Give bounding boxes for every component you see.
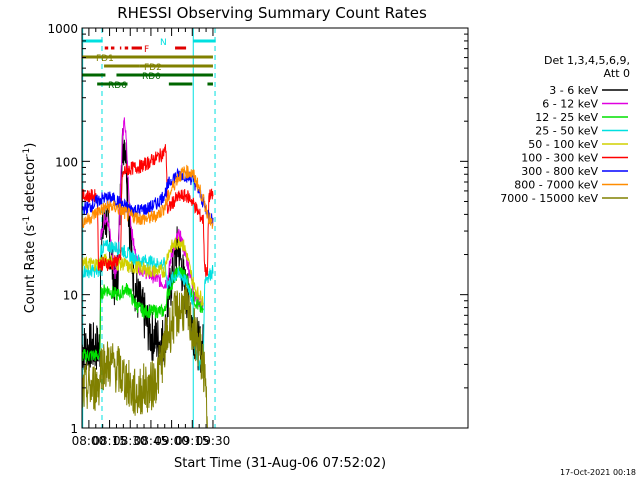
x-tick-label: 08:45	[134, 434, 169, 448]
x-tick-label: 09:30	[196, 434, 231, 448]
legend-header-line-2: Att 0	[604, 67, 630, 80]
status-bar-label: N	[160, 38, 167, 48]
x-tick-label: 09:15	[175, 434, 210, 448]
plot-frame	[81, 27, 469, 429]
series-line	[82, 239, 214, 372]
series-line	[82, 167, 214, 227]
legend-header-line-1: Det 1,3,4,5,6,9,	[544, 54, 630, 67]
legend-label: 3 - 6 keV	[549, 84, 598, 97]
series-line	[82, 236, 204, 307]
y-axis-label: Count Rate (s-1 detector-1)	[22, 143, 38, 314]
series-line	[82, 144, 214, 277]
legend-label: 800 - 7000 keV	[514, 179, 598, 192]
series-line	[82, 265, 204, 363]
y-tick-label: 1	[70, 422, 78, 436]
status-bar-label: F	[144, 45, 149, 55]
y-tick-label: 1000	[47, 22, 78, 36]
x-tick-label: 09:00	[154, 434, 189, 448]
legend-label: 100 - 300 keV	[521, 152, 598, 165]
series-layer	[82, 117, 214, 428]
legend-label: 25 - 50 keV	[535, 125, 598, 138]
legend-label: 50 - 100 keV	[528, 138, 598, 151]
legend-label: 6 - 12 keV	[542, 98, 598, 111]
timestamp: 17-Oct-2021 00:18	[560, 468, 636, 477]
series-line	[82, 164, 214, 229]
y-tick-label: 100	[55, 155, 78, 169]
legend-label: 12 - 25 keV	[535, 111, 598, 124]
x-tick-label: 08:00	[72, 434, 107, 448]
series-line	[82, 283, 208, 428]
status-bar-label: RD6	[108, 81, 127, 91]
status-bar-label: RD0	[142, 72, 161, 82]
legend-label: 7000 - 15000 keV	[500, 192, 598, 205]
status-bar-label: FD1	[96, 54, 114, 64]
x-tick-label: 08:15	[92, 434, 127, 448]
y-tick-label: 10	[63, 289, 78, 303]
x-tick-label: 08:30	[113, 434, 148, 448]
chart-title: RHESSI Observing Summary Count Rates	[117, 4, 427, 22]
status-bar-label: FD2	[144, 63, 162, 73]
legend-label: 300 - 800 keV	[521, 165, 598, 178]
x-axis-label: Start Time (31-Aug-06 07:52:02)	[174, 456, 386, 471]
y-axis: 1 10 100 1000	[47, 22, 468, 436]
